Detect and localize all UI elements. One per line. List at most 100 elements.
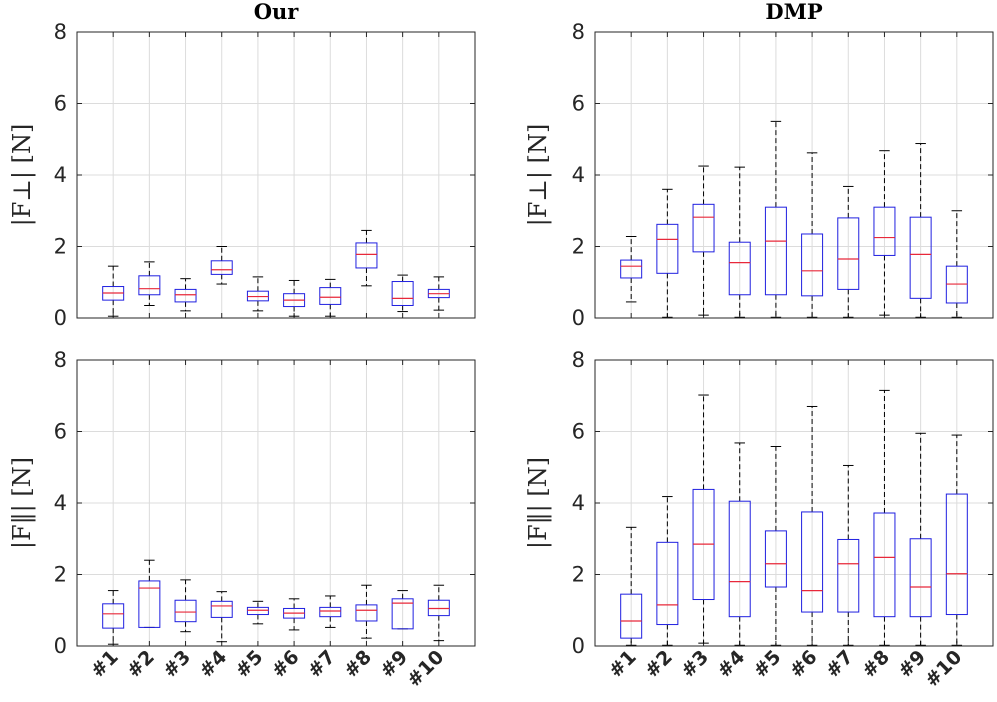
box-n2: [138, 261, 161, 306]
category-label: #1: [605, 646, 641, 682]
box-n10: [427, 584, 450, 642]
y-tick-label: 4: [572, 163, 585, 187]
iqr-box: [391, 281, 414, 306]
iqr-box: [656, 223, 679, 274]
box-n6: [283, 598, 306, 631]
box-n8: [355, 229, 378, 287]
category-label: #4: [195, 646, 231, 682]
box-n8: [355, 584, 378, 639]
box-n10: [945, 210, 968, 318]
iqr-box: [319, 287, 342, 305]
axes-border: [76, 31, 476, 319]
box-n3: [174, 579, 197, 633]
panel-title: DMP: [765, 0, 822, 24]
iqr-box: [837, 217, 860, 290]
iqr-box: [102, 603, 125, 629]
box-n4: [728, 442, 751, 646]
box-n3: [174, 278, 197, 312]
y-tick-label: 4: [54, 491, 67, 515]
category-label: #10: [403, 646, 449, 692]
y-tick-label: 8: [572, 348, 585, 372]
box-n5: [246, 600, 269, 625]
iqr-box: [620, 259, 643, 279]
box-n6: [283, 279, 306, 317]
y-tick-label: 0: [54, 634, 67, 658]
box-n8: [873, 150, 896, 316]
y-tick-label: 4: [54, 163, 67, 187]
iqr-box: [355, 242, 378, 269]
panel-title: Our: [254, 0, 300, 24]
iqr-box: [873, 206, 896, 256]
iqr-box: [391, 598, 414, 630]
y-axis-label: |F⊥| [N]: [8, 124, 37, 227]
box-n2: [656, 496, 679, 646]
box-n9: [391, 590, 414, 630]
category-label: #8: [858, 646, 894, 682]
y-tick-label: 0: [54, 306, 67, 330]
iqr-box: [873, 512, 896, 618]
box-n1: [102, 265, 125, 317]
iqr-box: [692, 203, 715, 253]
panel-2: 0 2 4 6 8 DMP |F⊥| [N]: [524, 0, 994, 330]
box-n1: [620, 526, 643, 646]
iqr-box: [355, 604, 378, 622]
iqr-box: [620, 593, 643, 639]
box-n9: [909, 143, 932, 318]
y-axis-label: |F‖| [N]: [524, 457, 553, 549]
category-label: #5: [231, 646, 267, 682]
y-tick-label: 8: [54, 348, 67, 372]
box-n9: [909, 432, 932, 646]
y-tick-label: 6: [54, 92, 67, 116]
box-n3: [692, 394, 715, 644]
category-label: #8: [340, 646, 376, 682]
category-label: #6: [785, 646, 821, 682]
iqr-box: [728, 241, 751, 296]
box-n4: [728, 166, 751, 318]
iqr-box: [801, 233, 824, 297]
iqr-box: [909, 538, 932, 618]
category-label: #3: [677, 646, 713, 682]
box-n6: [801, 405, 824, 646]
category-label: #4: [713, 646, 749, 682]
y-tick-label: 2: [572, 563, 585, 587]
iqr-box: [246, 606, 269, 616]
box-n4: [210, 246, 233, 285]
box-n7: [319, 595, 342, 628]
y-tick-label: 4: [572, 491, 585, 515]
y-tick-label: 0: [572, 306, 585, 330]
iqr-box: [728, 500, 751, 618]
box-n5: [764, 120, 787, 318]
category-label: #2: [123, 646, 159, 682]
box-n1: [620, 235, 643, 303]
box-n5: [246, 276, 269, 312]
category-label: #5: [749, 646, 785, 682]
box-n2: [138, 559, 161, 628]
category-label: #7: [304, 646, 340, 682]
category-label: #7: [822, 646, 858, 682]
iqr-box: [656, 541, 679, 626]
box-n3: [692, 165, 715, 316]
category-label: #2: [641, 646, 677, 682]
iqr-box: [945, 493, 968, 616]
y-tick-label: 8: [572, 20, 585, 44]
iqr-box: [837, 538, 860, 613]
iqr-box: [174, 599, 197, 623]
box-n9: [391, 274, 414, 313]
box-n4: [210, 591, 233, 643]
y-tick-label: 8: [54, 20, 67, 44]
axes-border: [76, 359, 476, 647]
iqr-box: [764, 206, 787, 296]
box-n5: [764, 446, 787, 646]
box-n8: [873, 389, 896, 646]
y-tick-label: 6: [54, 420, 67, 444]
axes-border: [594, 31, 994, 319]
box-n10: [427, 276, 450, 311]
panel-1: 0 2 4 6 8 Our |F⊥| [N]: [8, 0, 476, 330]
y-tick-label: 2: [54, 235, 67, 259]
y-tick-label: 2: [54, 563, 67, 587]
iqr-box: [138, 580, 161, 628]
iqr-box: [909, 216, 932, 299]
box-n2: [656, 188, 679, 318]
